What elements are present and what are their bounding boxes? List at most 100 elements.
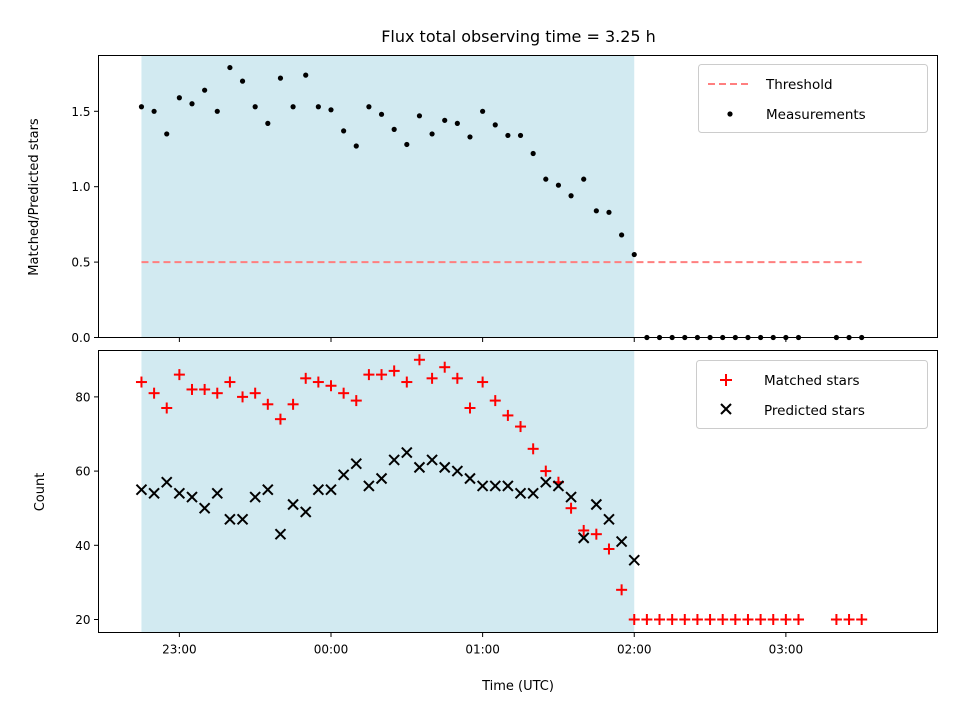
legend-matched-label: Matched stars bbox=[764, 373, 860, 389]
bottom-legend: Matched stars Predicted stars bbox=[696, 360, 928, 429]
matched-star-point bbox=[742, 614, 754, 626]
predicted-star-point bbox=[287, 498, 299, 511]
matched-star-point bbox=[376, 369, 388, 381]
matched-star-point bbox=[249, 387, 261, 399]
measurement-point bbox=[290, 104, 296, 110]
bottom-y-tick-label: 60 bbox=[75, 465, 90, 479]
matched-star-point bbox=[780, 614, 792, 626]
predicted-star-point bbox=[401, 446, 413, 459]
predicted-star-point bbox=[350, 457, 362, 470]
matched-star-point bbox=[161, 402, 173, 414]
predicted-stars-series bbox=[135, 446, 640, 566]
predicted-star-point bbox=[615, 535, 628, 548]
predicted-star-point bbox=[603, 513, 615, 526]
measurements-series bbox=[138, 64, 865, 341]
matched-star-point bbox=[338, 387, 350, 399]
measurement-point bbox=[568, 193, 574, 199]
predicted-star-point bbox=[464, 472, 476, 485]
matched-star-point bbox=[224, 376, 236, 388]
measurement-point bbox=[429, 131, 435, 137]
measurement-point bbox=[543, 176, 549, 182]
matched-star-point bbox=[641, 614, 653, 626]
measurement-point bbox=[366, 104, 372, 110]
matched-star-point bbox=[755, 614, 767, 626]
predicted-star-point bbox=[628, 554, 640, 566]
top-legend: Threshold Measurements bbox=[698, 64, 928, 133]
predicted-star-point bbox=[198, 502, 211, 514]
bottom-x-axis: 23:00 00:00 01:00 02:00 03:00 bbox=[162, 632, 804, 657]
top-y-tick-label: 1.5 bbox=[71, 105, 90, 119]
legend-threshold-label: Threshold bbox=[765, 77, 833, 93]
matched-star-point bbox=[477, 376, 489, 388]
matched-star-point bbox=[199, 383, 211, 395]
measurement-point bbox=[303, 72, 309, 78]
predicted-star-point bbox=[565, 491, 577, 503]
matched-star-point bbox=[679, 614, 691, 626]
predicted-star-point bbox=[540, 476, 552, 488]
top-y-tick-label: 1.0 bbox=[71, 180, 90, 194]
bottom-y-axis-label: Count bbox=[33, 473, 48, 512]
matched-star-point bbox=[211, 387, 223, 399]
observing-window-top bbox=[141, 55, 635, 338]
x-tick-label: 03:00 bbox=[769, 643, 804, 657]
measurement-point bbox=[353, 143, 359, 149]
bottom-axes-frame bbox=[98, 350, 938, 633]
top-y-tick-label: 0.5 bbox=[71, 256, 90, 270]
predicted-star-point bbox=[274, 528, 287, 540]
matched-star-point bbox=[401, 376, 413, 388]
matched-star-point bbox=[148, 387, 160, 399]
matched-star-point bbox=[312, 376, 324, 388]
measurement-point bbox=[555, 182, 562, 188]
x-tick-label: 00:00 bbox=[314, 643, 349, 657]
predicted-star-point bbox=[148, 487, 160, 500]
predicted-star-point bbox=[577, 532, 590, 544]
matched-star-point bbox=[578, 524, 590, 536]
top-y-tick-label: 0.0 bbox=[71, 331, 90, 345]
measurement-point bbox=[277, 75, 284, 81]
measurement-point bbox=[454, 120, 460, 126]
predicted-star-point bbox=[552, 480, 565, 492]
legend-predicted-swatch bbox=[720, 403, 732, 415]
observing-window-bottom bbox=[141, 350, 635, 633]
measurement-point bbox=[391, 126, 397, 132]
matched-star-point bbox=[830, 614, 842, 626]
measurement-point bbox=[341, 128, 347, 134]
matched-star-point bbox=[237, 391, 249, 403]
predicted-star-point bbox=[249, 491, 261, 503]
matched-star-point bbox=[300, 372, 312, 384]
matched-star-point bbox=[325, 380, 337, 392]
measurement-point bbox=[517, 132, 524, 139]
matched-star-point bbox=[565, 502, 577, 514]
predicted-star-point bbox=[590, 498, 603, 511]
measurement-point bbox=[581, 176, 587, 182]
matched-star-point bbox=[413, 354, 425, 366]
predicted-star-point bbox=[527, 487, 539, 500]
matched-star-point bbox=[616, 584, 628, 596]
measurement-point bbox=[164, 131, 170, 137]
matched-star-point bbox=[793, 614, 805, 626]
predicted-star-point bbox=[186, 491, 198, 503]
measurement-point bbox=[492, 122, 498, 128]
legend-matched-swatch bbox=[720, 374, 732, 386]
predicted-star-point bbox=[211, 487, 223, 500]
measurement-point bbox=[176, 95, 182, 101]
matched-star-point bbox=[439, 361, 451, 373]
matched-star-point bbox=[363, 369, 375, 381]
measurement-point bbox=[530, 150, 536, 157]
matched-star-point bbox=[451, 372, 463, 384]
measurement-point bbox=[404, 141, 410, 148]
measurement-point bbox=[227, 64, 233, 71]
matched-star-point bbox=[717, 614, 729, 626]
predicted-star-point bbox=[161, 476, 173, 488]
bottom-y-tick-label: 20 bbox=[75, 613, 90, 627]
measurement-point bbox=[619, 232, 625, 238]
measurement-point bbox=[265, 120, 271, 126]
predicted-star-point bbox=[312, 483, 325, 496]
chart-title: Flux total observing time = 3.25 h bbox=[381, 27, 656, 46]
x-axis-label: Time (UTC) bbox=[481, 679, 554, 694]
matched-star-point bbox=[464, 402, 476, 414]
measurement-point bbox=[442, 117, 448, 123]
measurement-point bbox=[252, 104, 258, 110]
matched-star-point bbox=[729, 614, 741, 626]
